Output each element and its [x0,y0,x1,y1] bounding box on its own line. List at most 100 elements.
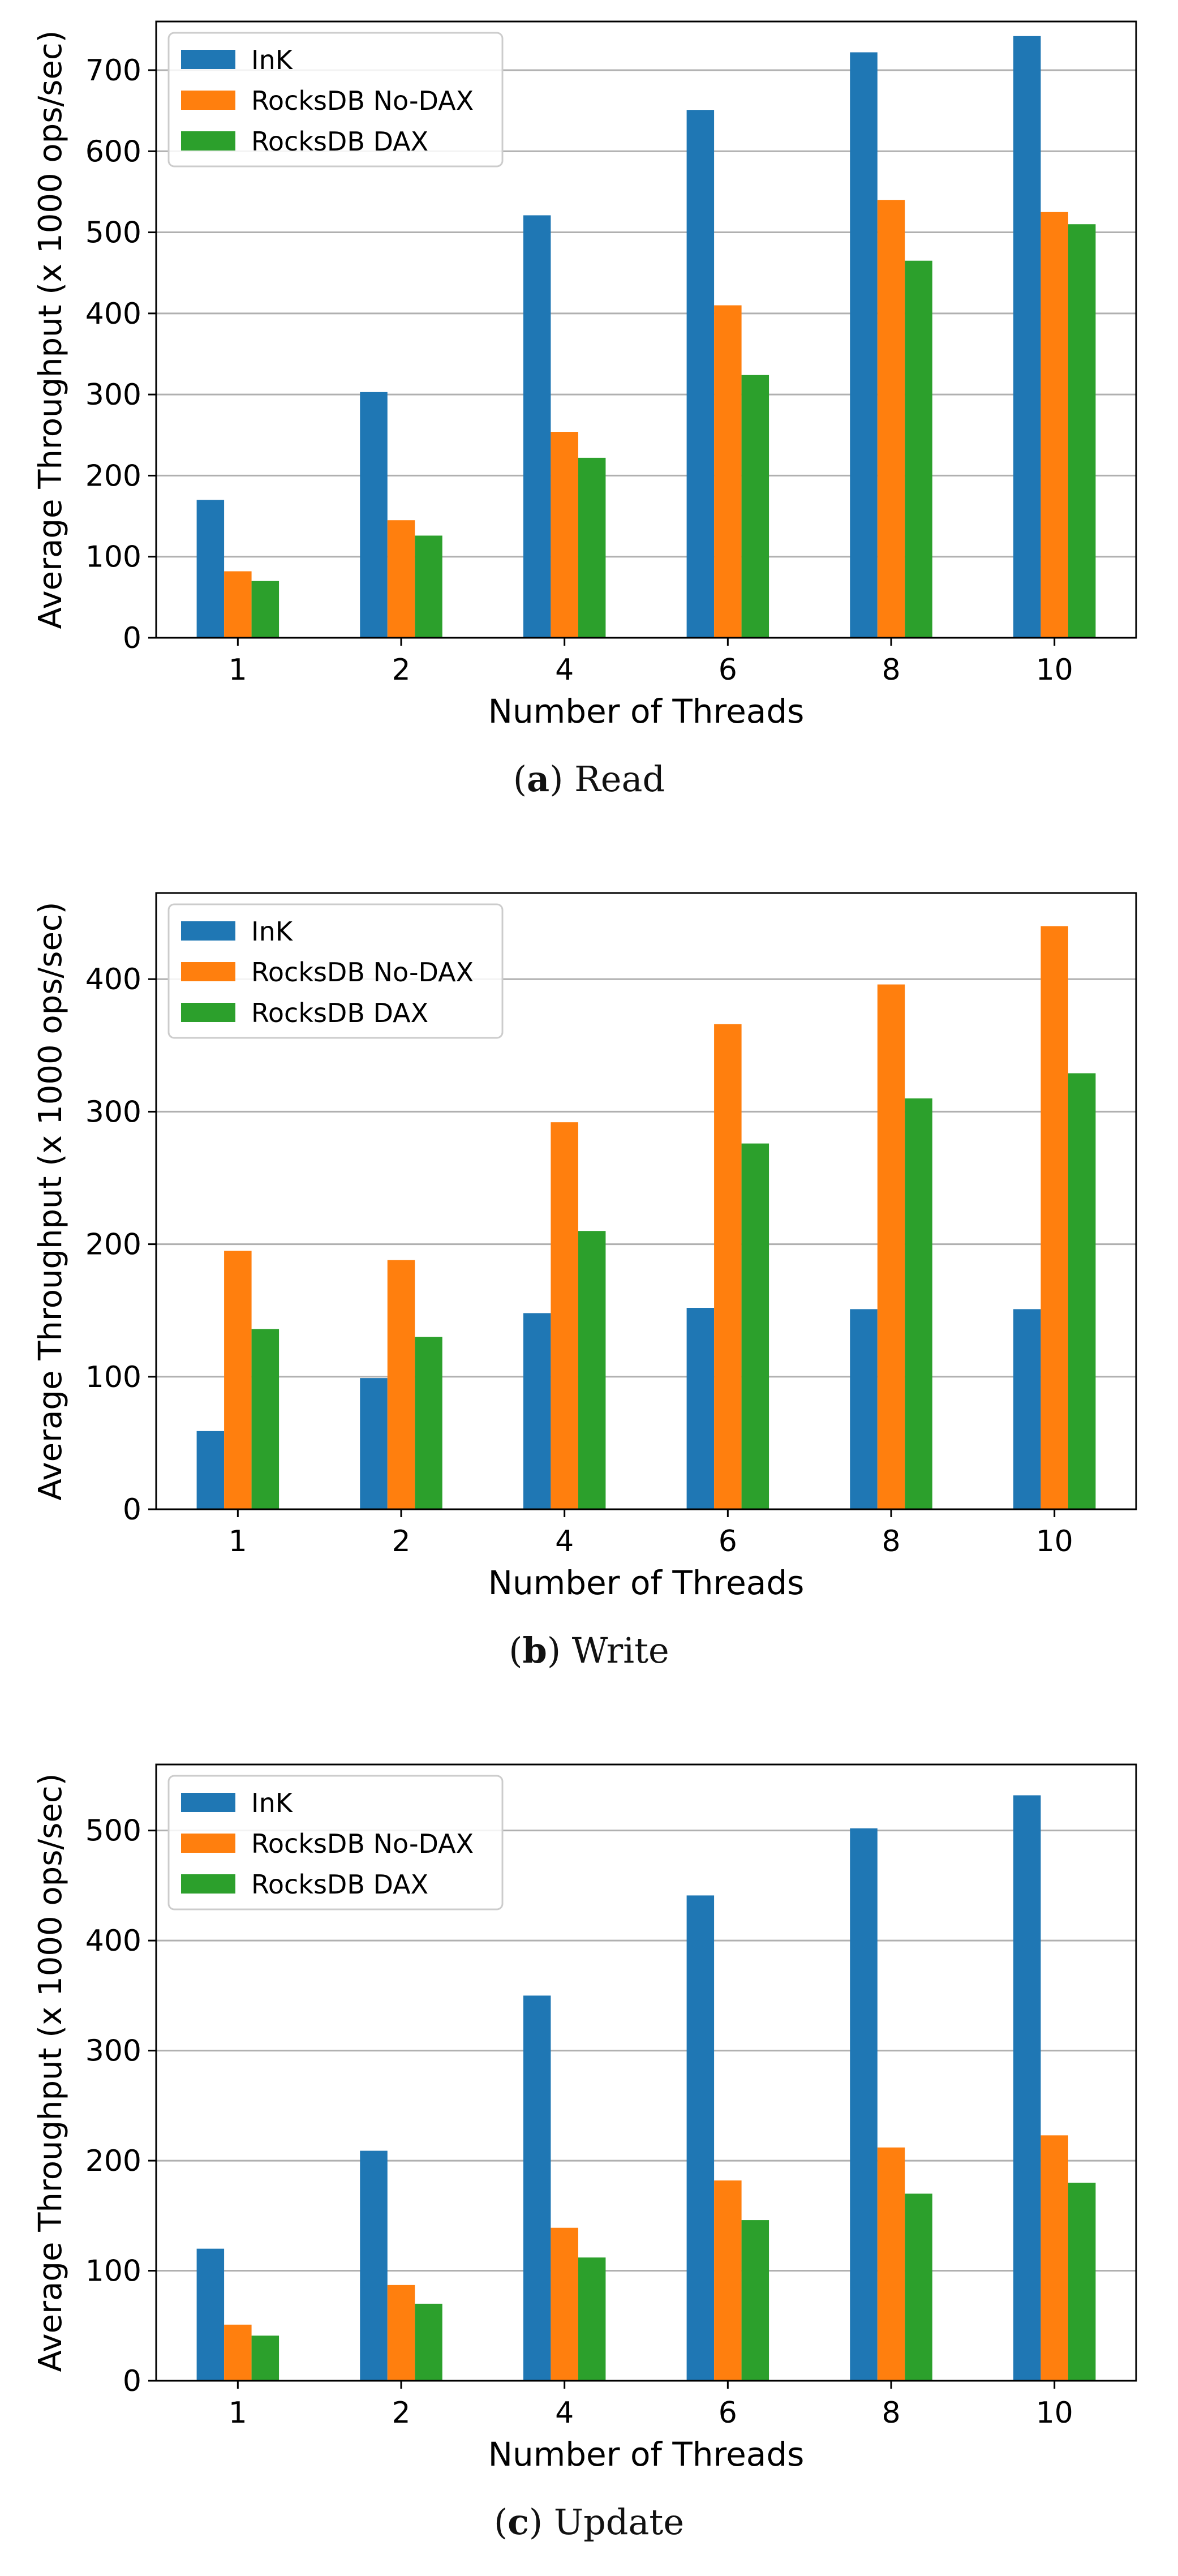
caption-text: Read [574,758,665,800]
legend-swatch-rocksdb-no-dax [181,1834,235,1853]
legend-box [167,903,504,1039]
bar-rocksdb-no-dax-2 [387,520,415,638]
update-chart-svg: 0 100 200 300 400 500 1 2 4 6 8 10 Number of Threads… [32,1763,1137,2474]
legend-label-rocksdb-dax: RocksDB DAX [251,998,428,1028]
bar-rocksdb-no-dax-4 [551,1122,578,1509]
bar-rocksdb-no-dax-4 [551,432,578,638]
bar-rocksdb-no-dax-4 [551,2227,578,2381]
bar-ink-8 [850,1828,878,2381]
bar-rocksdb-dax-1 [251,581,280,638]
x-tick-label: 4 [555,653,574,687]
y-tick-label: 200 [85,459,141,493]
caption-write: (b) Write [509,1630,669,1671]
x-tick-label: 2 [392,2396,410,2430]
x-tick-label: 1 [229,653,247,687]
bar-rocksdb-dax-2 [415,1337,442,1509]
x-tick-label: 4 [555,2396,574,2430]
x-tick-label: 6 [719,653,737,687]
y-tick-label: 300 [85,378,141,412]
x-axis-title: Number of Threads [488,2435,805,2474]
bar-rocksdb-dax-2 [415,2303,442,2381]
x-tick-label: 10 [1036,653,1073,687]
bar-rocksdb-no-dax-10 [1041,2135,1068,2381]
y-tick-label: 600 [85,135,141,169]
bar-rocksdb-dax-6 [741,2220,769,2381]
caption-text: Write [571,1630,669,1671]
bar-rocksdb-dax-8 [905,2193,932,2381]
legend-swatch-rocksdb-dax [181,1874,235,1894]
caption-letter: c [508,2501,529,2543]
bar-ink-2 [360,2150,388,2381]
bar-ink-6 [686,1895,715,2381]
bar-rocksdb-no-dax-8 [877,2147,905,2381]
legend-swatch-ink [181,50,235,69]
chart-read: 0 100 200 300 400 500 600 700 1 2 4 6 8 10 Number of T… [0,0,1178,800]
bar-rocksdb-no-dax-10 [1041,926,1068,1509]
chart-write: 0 100 200 300 400 1 2 4 6 8 10 Number of Threads Ave… [0,871,1178,1671]
bar-ink-4 [523,1313,551,1509]
bar-ink-10 [1013,1309,1041,1509]
x-tick-label: 8 [882,2396,900,2430]
caption-update: (c) Update [493,2501,685,2543]
legend-swatch-rocksdb-no-dax [181,91,235,110]
bar-rocksdb-dax-6 [741,1143,769,1509]
bar-rocksdb-dax-10 [1068,1073,1096,1509]
bar-rocksdb-no-dax-8 [877,200,905,638]
bar-ink-1 [196,1431,225,1509]
y-tick-label: 100 [85,2255,141,2289]
x-tick-label: 10 [1036,2396,1073,2430]
bar-ink-1 [196,500,225,638]
bar-rocksdb-dax-1 [251,2335,280,2381]
bar-rocksdb-no-dax-1 [224,2324,252,2381]
bar-ink-10 [1013,36,1041,638]
y-tick-label: 500 [85,216,141,250]
y-axis-title: Average Throughput (x 1000 ops/sec) [32,1773,69,2372]
bar-rocksdb-no-dax-6 [714,2180,742,2381]
caption-text: Update [553,2501,685,2543]
plot-frame [155,20,1137,639]
x-tick-label: 10 [1036,1525,1073,1559]
bar-ink-8 [850,1309,878,1509]
x-tick-label: 1 [229,2396,247,2430]
bar-rocksdb-no-dax-8 [877,984,905,1509]
y-tick-label: 300 [85,2034,141,2068]
y-tick-label: 0 [123,1493,141,1527]
bar-rocksdb-no-dax-6 [714,305,742,638]
bar-ink-8 [850,52,878,638]
y-tick-label: 300 [85,1095,141,1129]
y-tick-label: 200 [85,1228,141,1262]
y-tick-label: 700 [85,54,141,88]
bar-rocksdb-no-dax-10 [1041,212,1068,638]
bar-ink-6 [686,110,715,638]
x-tick-label: 6 [719,1525,737,1559]
x-axis-title: Number of Threads [488,1564,805,1602]
bar-rocksdb-dax-6 [741,375,769,638]
legend-swatch-rocksdb-dax [181,1003,235,1022]
bar-ink-10 [1013,1795,1041,2381]
legend-label-rocksdb-dax: RocksDB DAX [251,1869,428,1900]
legend-label-rocksdb-no-dax: RocksDB No-DAX [251,1828,474,1859]
x-axis-title: Number of Threads [488,692,805,731]
y-tick-label: 500 [85,1814,141,1848]
bar-rocksdb-no-dax-1 [224,571,252,638]
y-tick-label: 100 [85,540,141,574]
x-tick-label: 8 [882,1525,900,1559]
x-tick-label: 6 [719,2396,737,2430]
plot-frame [155,1763,1137,2382]
write-chart-svg: 0 100 200 300 400 1 2 4 6 8 10 Number of Threads Ave… [32,892,1137,1602]
legend-box [167,32,504,168]
legend-label-rocksdb-no-dax: RocksDB No-DAX [251,85,474,116]
bar-ink-4 [523,1995,551,2381]
y-tick-label: 400 [85,1924,141,1958]
bar-rocksdb-no-dax-2 [387,1260,415,1509]
chart-update: 0 100 200 300 400 500 1 2 4 6 8 10 Number of Threads… [0,1743,1178,2543]
bar-rocksdb-no-dax-2 [387,2285,415,2381]
bar-rocksdb-no-dax-6 [714,1024,742,1509]
x-tick-label: 4 [555,1525,574,1559]
caption-letter: b [522,1630,547,1671]
legend-label-ink: InK [251,1788,294,1818]
legend-box [167,1775,504,1910]
y-tick-label: 400 [85,297,141,331]
bar-ink-4 [523,215,551,638]
bar-rocksdb-dax-8 [905,1098,932,1509]
